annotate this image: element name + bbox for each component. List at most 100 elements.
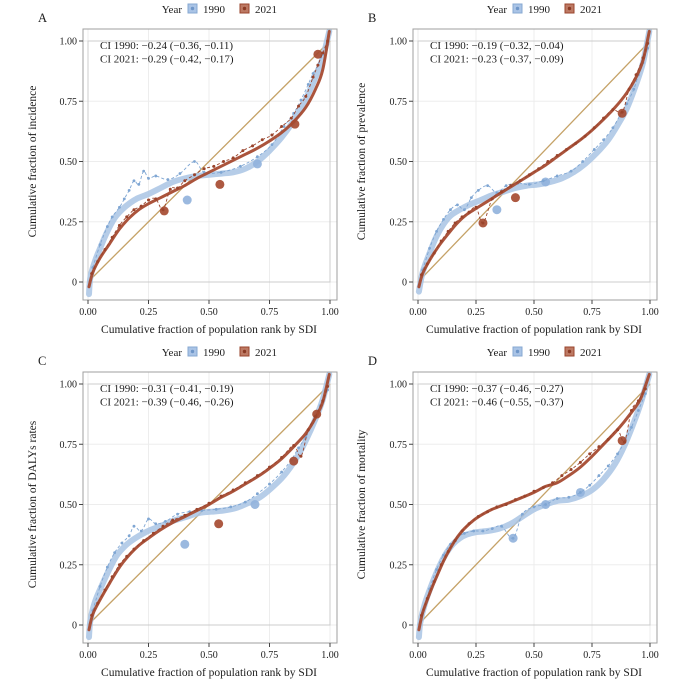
trend-curve-1990: [415, 29, 653, 295]
data-point-1990: [105, 565, 109, 569]
y-tick-label: 0.25: [390, 217, 408, 228]
data-point-2021: [321, 51, 325, 55]
data-point-2021: [202, 167, 206, 171]
data-point-2021: [453, 221, 457, 225]
data-point-2021: [453, 539, 457, 543]
data-point-2021: [432, 251, 436, 255]
legend-label-2021: 2021: [255, 347, 277, 359]
data-point-2021: [513, 498, 517, 502]
data-point-2021: [574, 141, 578, 145]
data-point-1990: [280, 470, 283, 474]
panel-d: 0.00 0 0.25 0.25 0.50 0.50 0.75 0.75 1.00 1.00 D …: [350, 343, 700, 685]
data-layer: [86, 372, 333, 641]
y-tick-label: 0.50: [60, 500, 78, 511]
data-point-1990: [521, 512, 524, 516]
data-point-1990: [442, 553, 445, 557]
ci-1990-annotation: CI 1990: −0.24 (−0.36, −0.11): [100, 40, 233, 52]
x-tick-label: 0.25: [140, 307, 158, 318]
legend-key-1990-dot: [190, 349, 195, 354]
data-point-2021: [195, 507, 199, 511]
data-point-2021: [132, 208, 136, 212]
data-point-2021: [622, 440, 626, 444]
ci-2021-annotation: CI 2021: −0.29 (−0.42, −0.17): [100, 54, 234, 66]
data-point-2021: [555, 153, 559, 157]
panel-border: [82, 28, 338, 301]
plot-layer: 0.00 0 0.25 0.25 0.50 0.50 0.75 0.75 1.00 1.00: [390, 28, 659, 318]
data-point-2021: [326, 39, 330, 43]
x-axis-title: Cumulative fraction of population rank b…: [101, 667, 317, 679]
data-point-2021: [110, 575, 114, 579]
data-point-2021: [460, 529, 464, 533]
data-point-2021: [255, 474, 259, 478]
y-tick-label: 0: [72, 621, 77, 632]
bubble-2021: [214, 519, 224, 529]
y-axis-title: Cumulative fraction of DALYs rates: [27, 420, 39, 588]
data-point-1990: [643, 392, 647, 396]
x-axis-title: Cumulative fraction of population rank b…: [101, 324, 317, 336]
data-point-1990: [132, 179, 136, 183]
data-point-2021: [110, 235, 114, 239]
data-point-1990: [214, 507, 218, 511]
data-point-2021: [569, 468, 573, 472]
data-point-2021: [311, 75, 315, 79]
data-point-2021: [419, 613, 423, 617]
data-point-1990: [164, 519, 167, 523]
data-point-2021: [147, 198, 150, 202]
data-point-2021: [222, 160, 226, 163]
data-point-1990: [579, 491, 582, 494]
data-point-2021: [620, 110, 624, 114]
bubble-2021: [159, 206, 169, 216]
y-tick-label: 1.00: [60, 37, 78, 48]
data-point-1990: [120, 541, 124, 545]
data-point-1990: [555, 174, 559, 178]
x-tick-label: 0.25: [140, 650, 158, 661]
data-point-1990: [544, 503, 547, 506]
data-point-2021: [316, 63, 320, 67]
data-point-1990: [127, 534, 131, 538]
data-point-1990: [616, 452, 619, 456]
panel-letter: D: [368, 354, 377, 368]
x-tick-label: 0.00: [79, 307, 97, 318]
data-point-2021: [280, 456, 284, 460]
data-point-1990: [597, 474, 601, 477]
data-point-1990: [435, 568, 438, 571]
data-point-1990: [239, 164, 242, 168]
data-point-1990: [611, 126, 615, 130]
data-point-2021: [154, 197, 158, 201]
data-point-2021: [606, 437, 610, 441]
y-tick-label: 0.75: [390, 97, 408, 108]
data-point-1990: [98, 243, 102, 247]
data-point-2021: [260, 138, 264, 142]
data-point-2021: [611, 108, 615, 112]
data-point-1990: [456, 203, 459, 207]
data-point-1990: [306, 82, 310, 86]
data-point-2021: [486, 510, 490, 514]
legend-label-1990: 1990: [528, 347, 551, 359]
legend-key-2021-dot: [242, 349, 247, 354]
legend-title: Year: [162, 4, 183, 16]
data-point-2021: [231, 156, 235, 160]
data-point-2021: [139, 204, 143, 208]
data-point-2021: [212, 164, 216, 168]
plot-layer: 0.00 0 0.25 0.25 0.50 0.50 0.75 0.75 1.00 1.00: [390, 371, 659, 661]
data-point-1990: [154, 522, 158, 526]
unit-box: [87, 40, 331, 283]
data-point-1990: [632, 87, 636, 91]
data-point-2021: [551, 481, 555, 485]
panel-border: [412, 28, 658, 301]
data-point-1990: [567, 495, 571, 499]
data-point-2021: [161, 524, 165, 528]
data-point-2021: [241, 149, 245, 153]
data-point-2021: [207, 501, 211, 505]
data-point-1990: [486, 184, 489, 188]
data-point-2021: [132, 547, 136, 551]
panel-b: 0.00 0 0.25 0.25 0.50 0.50 0.75 0.75 1.00 1.00 B …: [350, 0, 700, 342]
data-point-1990: [476, 189, 480, 192]
y-tick-label: 1.00: [390, 37, 408, 48]
data-point-1990: [630, 425, 633, 429]
data-point-1990: [625, 102, 629, 106]
data-point-2021: [504, 503, 508, 506]
data-layer: [415, 29, 653, 295]
ci-1990-annotation: CI 1990: −0.31 (−0.41, −0.19): [100, 383, 234, 395]
trend-curve-1990: [415, 372, 653, 641]
